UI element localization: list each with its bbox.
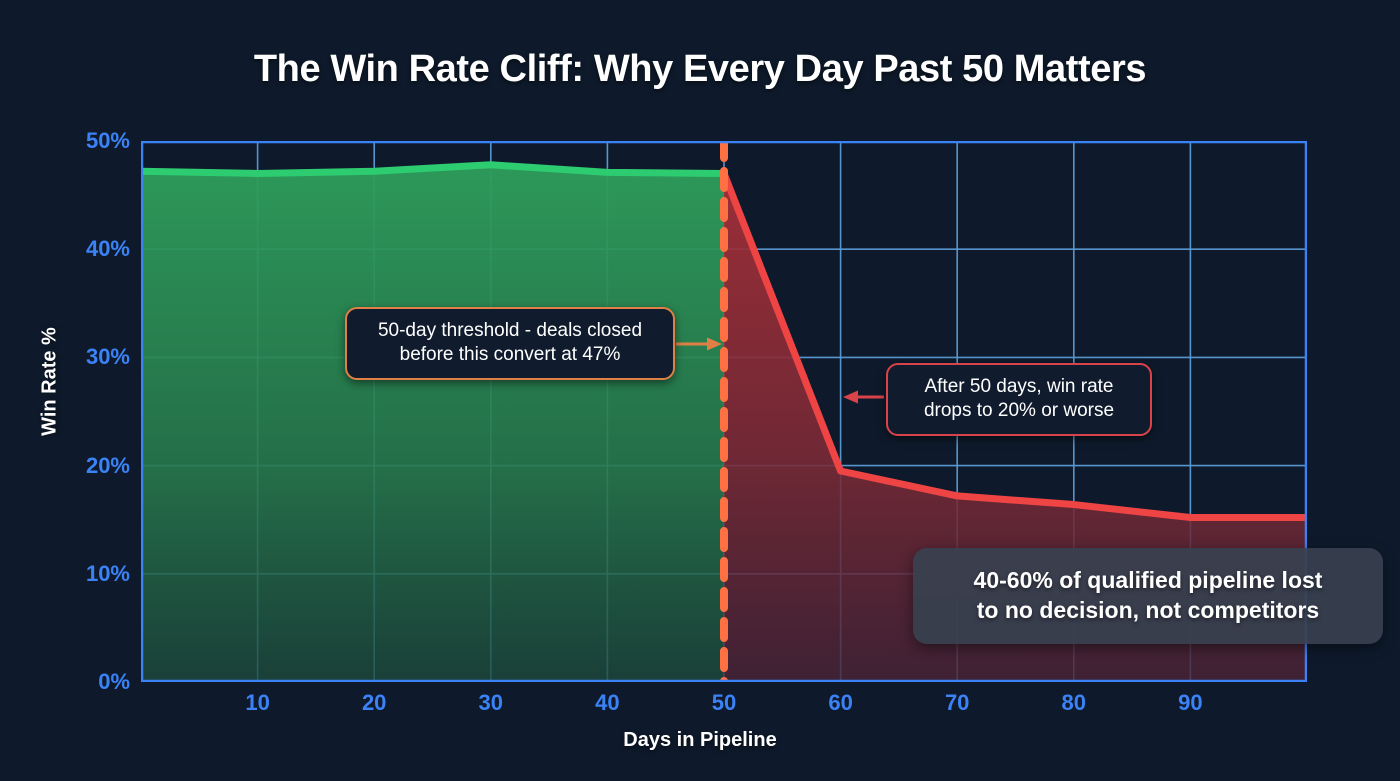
x-tick-label: 50 (711, 690, 737, 715)
x-tick-label: 40 (595, 690, 620, 715)
data-lines (141, 161, 1307, 522)
x-axis-title: Days in Pipeline (623, 729, 777, 751)
x-tick-label: 90 (1178, 690, 1203, 715)
plot-border (141, 141, 1307, 682)
annotation-callout-line-1: 40-60% of qualified pipeline lost (973, 567, 1323, 593)
annotation-drop-line-1: After 50 days, win rate (924, 376, 1114, 397)
annotation-drop-line-2: drops to 20% or worse (923, 400, 1115, 422)
y-tick-label: 0% (98, 669, 130, 694)
annotation-callout-line-2: to no decision, not competitors (976, 596, 1320, 623)
annotation-pipeline-callout: 40-60% of qualified pipeline lost to no … (913, 548, 1383, 644)
y-tick-label: 20% (85, 452, 130, 478)
y-tick-label: 30% (85, 344, 130, 370)
x-tick-label: 30 (478, 690, 504, 715)
x-tick-label: 70 (944, 690, 970, 715)
x-tick-label: 80 (1061, 690, 1087, 715)
x-tick-label: 20 (361, 690, 387, 715)
x-tick-label: 60 (828, 690, 853, 715)
annotation-threshold-line-2: before this convert at 47% (399, 344, 621, 366)
x-tick-label: 10 (245, 690, 270, 715)
annotation-drop-note: After 50 days, win rate drops to 20% or … (886, 363, 1152, 436)
y-tick-label: 50% (85, 128, 130, 153)
y-tick-label: 40% (85, 236, 130, 262)
annotation-threshold-note: 50-day threshold - deals closed before t… (345, 307, 675, 380)
y-axis-tick-labels: 0% 10% 20% 30% 40% 50% (0, 0, 130, 781)
annotation-threshold-line-1: 50-day threshold - deals closed (377, 320, 643, 341)
chart-title: The Win Rate Cliff: Why Every Day Past 5… (253, 48, 1147, 90)
y-tick-label: 10% (85, 560, 130, 586)
